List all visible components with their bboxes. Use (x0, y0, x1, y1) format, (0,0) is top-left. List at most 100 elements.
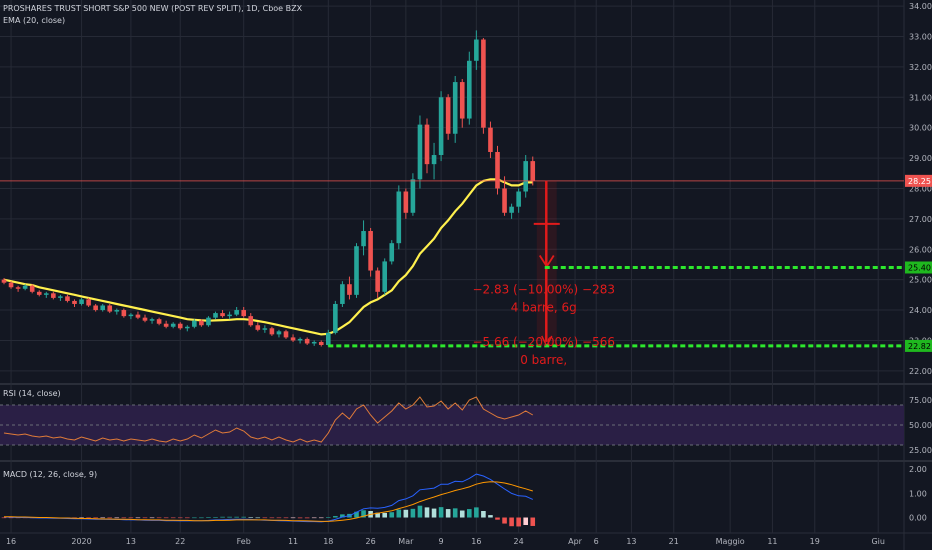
macd-histogram-bar (213, 517, 218, 518)
candle-body (121, 310, 127, 317)
macd-histogram-bar (1, 517, 7, 519)
macd-histogram-bar (100, 517, 105, 519)
macd-histogram-bar (156, 517, 162, 519)
candle-body (467, 60, 472, 119)
macd-histogram-bar (354, 511, 359, 518)
macd-histogram-bar (241, 516, 246, 518)
price-tick-label: 22.00 (909, 367, 932, 376)
macd-histogram-bar (142, 517, 148, 519)
macd-histogram-bar (474, 507, 479, 518)
candle-body (65, 296, 70, 301)
candle-body (424, 124, 430, 165)
macd-tick-label: 0.00 (909, 514, 927, 523)
time-tick-label: Feb (237, 537, 251, 546)
time-tick-label: Mar (398, 537, 414, 546)
macd-histogram-bar (452, 508, 458, 518)
macd-histogram-bar (530, 517, 536, 526)
macd-histogram-bar (304, 517, 310, 519)
candle-body (220, 313, 225, 317)
candle-body (192, 320, 197, 327)
time-tick-label: 26 (366, 537, 376, 546)
macd-histogram-bar (311, 517, 317, 519)
signal-line (4, 481, 533, 522)
candle-body (276, 331, 282, 335)
candle-body (311, 341, 317, 344)
candle-body (72, 300, 77, 304)
macd-histogram-bar (495, 517, 500, 520)
macd-histogram-bar (283, 517, 289, 519)
candle-body (516, 191, 521, 207)
time-tick-label: 11 (288, 537, 298, 546)
macd-histogram-bar (375, 512, 380, 518)
candle-body (481, 39, 486, 128)
time-tick-label: 16 (471, 537, 481, 546)
candle-body (15, 287, 21, 289)
time-tick-label: 18 (323, 537, 333, 546)
candle-body (417, 124, 423, 180)
macd-histogram-bar (79, 517, 84, 519)
macd-histogram-bar (93, 517, 98, 519)
macd-histogram-bar (135, 517, 141, 519)
candle-body (318, 341, 324, 346)
time-tick-label: 13 (126, 537, 136, 546)
macd-histogram-bar (488, 515, 493, 518)
candle-body (58, 296, 63, 298)
candle-body (290, 337, 296, 341)
macd-histogram-bar (340, 514, 345, 518)
time-tick-label: 16 (6, 537, 16, 546)
macd-histogram-bar (438, 507, 444, 518)
macd-histogram-bar (276, 517, 282, 519)
candle-body (142, 317, 148, 321)
macd-histogram-bar (220, 516, 225, 518)
candle-body (114, 310, 120, 312)
target-price-tag (905, 339, 932, 352)
macd-histogram-bar (389, 512, 395, 518)
macd-histogram-bar (8, 517, 14, 519)
candle-body (459, 82, 465, 119)
candle-body (51, 293, 56, 298)
macd-histogram-bar (417, 505, 423, 518)
candle-body (135, 314, 141, 318)
rsi-line (3, 396, 534, 443)
candle-body (199, 320, 204, 326)
candle-body (361, 231, 366, 247)
macd-histogram-bar (290, 517, 296, 519)
macd-histogram-bar (199, 517, 204, 519)
time-tick-label: 9 (439, 537, 444, 546)
candle-body (340, 284, 345, 304)
candle-body (8, 282, 14, 288)
macd-histogram-bar (459, 510, 465, 518)
ema-line (3, 178, 533, 336)
time-tick-label: 24 (514, 537, 524, 546)
macd-histogram-bar (297, 517, 303, 519)
candle-body (93, 305, 98, 311)
rsi-legend: RSI (14, close) (3, 389, 61, 398)
candle-body (44, 293, 49, 295)
candle-body (206, 317, 211, 326)
time-tick-label: Maggio (716, 537, 745, 546)
candle-body (431, 155, 437, 165)
macd-histogram-bar (206, 517, 211, 518)
candle-body (241, 310, 246, 317)
time-tick-label: 13 (626, 537, 636, 546)
candle-body (347, 284, 352, 295)
macd-histogram-bar (227, 516, 232, 518)
price-tick-label: 34.00 (909, 2, 932, 11)
candle-body (502, 188, 507, 213)
time-tick-label: 2020 (71, 537, 91, 546)
macd-histogram-bar (163, 517, 169, 519)
macd-histogram-bar (192, 517, 197, 519)
price-tick-label: 25.00 (909, 276, 932, 285)
price-tick-label: 28.00 (909, 184, 932, 193)
macd-histogram-bar (107, 517, 113, 519)
macd-histogram-bar (410, 508, 416, 518)
macd-histogram-bar (149, 517, 155, 519)
measure-annotation: 4 barre, 6g (511, 300, 577, 314)
price-tick-label: 30.00 (909, 124, 932, 133)
macd-histogram-bar (361, 510, 366, 518)
macd-histogram-bar (121, 517, 127, 519)
macd-histogram-bar (177, 517, 183, 519)
candle-body (22, 285, 28, 289)
